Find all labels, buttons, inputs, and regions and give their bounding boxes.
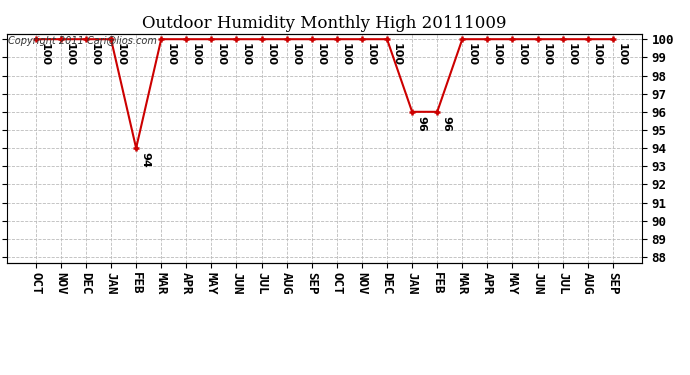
Text: 100: 100 <box>592 44 602 66</box>
Text: 100: 100 <box>215 44 226 66</box>
Text: Copyright 2011 Cari@lios.com: Copyright 2011 Cari@lios.com <box>8 36 157 46</box>
Text: 100: 100 <box>190 44 201 66</box>
Text: 100: 100 <box>617 44 627 66</box>
Text: 100: 100 <box>391 44 401 66</box>
Text: 100: 100 <box>90 44 100 66</box>
Text: 100: 100 <box>241 44 250 66</box>
Text: 100: 100 <box>290 44 301 66</box>
Text: 100: 100 <box>491 44 502 66</box>
Text: 100: 100 <box>40 44 50 66</box>
Text: 100: 100 <box>115 44 125 66</box>
Text: 100: 100 <box>466 44 477 66</box>
Text: 100: 100 <box>166 44 175 66</box>
Text: 100: 100 <box>566 44 577 66</box>
Text: 100: 100 <box>266 44 276 66</box>
Text: 96: 96 <box>442 116 451 132</box>
Text: 94: 94 <box>140 152 150 168</box>
Text: 100: 100 <box>542 44 552 66</box>
Title: Outdoor Humidity Monthly High 20111009: Outdoor Humidity Monthly High 20111009 <box>142 15 506 32</box>
Text: 100: 100 <box>65 44 75 66</box>
Text: 96: 96 <box>416 116 426 132</box>
Text: 100: 100 <box>517 44 526 66</box>
Text: 100: 100 <box>316 44 326 66</box>
Text: 100: 100 <box>366 44 376 66</box>
Text: 100: 100 <box>341 44 351 66</box>
